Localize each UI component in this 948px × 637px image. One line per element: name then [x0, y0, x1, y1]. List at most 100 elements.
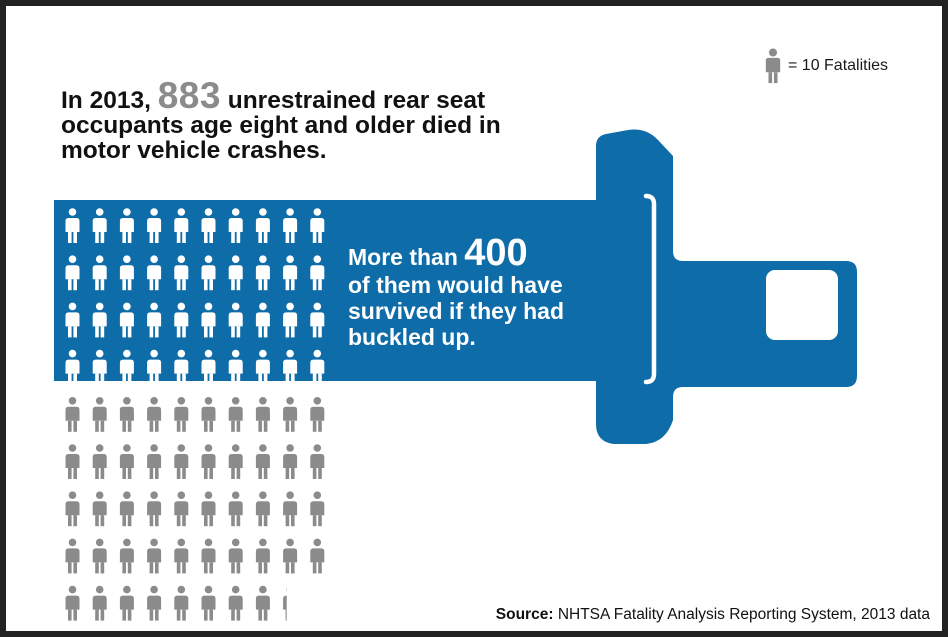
- person-icon-fatality: [174, 444, 189, 479]
- person-icon-fatality: [201, 397, 216, 432]
- seatbelt-graphic: [54, 129, 857, 444]
- legend: = 10 Fatalities: [764, 46, 888, 86]
- person-icon-survivable: [92, 302, 107, 338]
- person-icon-survivable: [310, 302, 325, 338]
- person-icon-survivable: [283, 302, 298, 338]
- headline: In 2013, 883 unrestrained rear seat occu…: [61, 77, 561, 164]
- person-icon-survivable: [65, 302, 80, 338]
- person-icon-fatality: [255, 585, 270, 621]
- person-icon-fatality: [65, 491, 80, 527]
- person-icon-survivable: [147, 302, 162, 338]
- person-icon-survivable: [92, 349, 107, 385]
- source-note: Source: NHTSA Fatality Analysis Reportin…: [496, 606, 930, 624]
- belt-buckle-tongue: [596, 129, 857, 444]
- person-icon-fatality: [119, 397, 134, 432]
- buckle-slot: [766, 270, 838, 340]
- person-icon-survivable: [119, 208, 134, 243]
- person-icon-fatality: [310, 491, 325, 527]
- person-icon-survivable: [283, 255, 298, 291]
- headline-suffix: unrestrained rear seat occupants age eig…: [61, 87, 501, 164]
- person-icon-fatality: [283, 397, 298, 432]
- person-icon-fatality: [310, 538, 325, 574]
- person-icon-fatality: [147, 538, 162, 574]
- headline-number: 883: [157, 75, 221, 116]
- person-icon-survivable: [65, 208, 80, 243]
- person-icon-survivable: [92, 208, 107, 243]
- person-icon-fatality: [201, 444, 216, 479]
- person-icon-fatality: [65, 444, 80, 479]
- person-icon-survivable: [147, 208, 162, 243]
- person-icon-survivable: [283, 349, 298, 385]
- person-icon-fatality: [283, 491, 298, 527]
- person-icon-survivable: [65, 255, 80, 291]
- person-icon-survivable: [119, 349, 134, 385]
- person-icon-survivable: [310, 349, 325, 385]
- person-icon-fatality: [119, 444, 134, 479]
- person-icon-survivable: [201, 255, 216, 291]
- person-icon-fatality: [119, 585, 134, 621]
- person-icon-fatality: [228, 538, 243, 574]
- person-icon-survivable: [119, 255, 134, 291]
- person-icon-survivable: [228, 302, 243, 338]
- callout-text: More than 400 of them would have survive…: [348, 234, 638, 350]
- person-icon-fatality: [201, 538, 216, 574]
- person-icon-survivable: [310, 208, 325, 243]
- person-icon-fatality: [65, 538, 80, 574]
- headline-prefix: In 2013,: [61, 87, 151, 114]
- person-icon-survivable: [228, 255, 243, 291]
- person-icon-fatality: [283, 538, 298, 574]
- person-icon-fatality: [92, 397, 107, 432]
- person-icon-fatality: [201, 585, 216, 621]
- fatality-pictogram: [65, 208, 325, 621]
- person-icon-partial: [283, 587, 287, 621]
- person-icon-fatality: [174, 538, 189, 574]
- person-icon-survivable: [201, 208, 216, 243]
- person-icon-survivable: [283, 208, 298, 243]
- person-icon-fatality: [119, 538, 134, 574]
- person-icon-survivable: [147, 255, 162, 291]
- person-icon-fatality: [201, 491, 216, 527]
- buckle-seam: [643, 193, 657, 385]
- infographic-panel: = 10 Fatalities In 2013, 883 unrestraine…: [6, 6, 942, 631]
- person-icon-survivable: [147, 349, 162, 385]
- person-icon-fatality: [147, 397, 162, 432]
- person-icon-fatality: [92, 585, 107, 621]
- person-icon-fatality: [174, 491, 189, 527]
- person-icon-survivable: [201, 302, 216, 338]
- person-icon-fatality: [255, 491, 270, 527]
- person-icon-fatality: [119, 491, 134, 527]
- person-icon-survivable: [310, 255, 325, 291]
- person-icon-fatality: [147, 444, 162, 479]
- source-text: NHTSA Fatality Analysis Reporting System…: [557, 606, 930, 623]
- person-icon-fatality: [174, 585, 189, 621]
- legend-text: = 10 Fatalities: [788, 57, 889, 74]
- person-icon-fatality: [228, 444, 243, 479]
- person-icon-fatality: [92, 491, 107, 527]
- person-icon-survivable: [92, 255, 107, 291]
- person-icon-survivable: [228, 208, 243, 243]
- person-icon-survivable: [119, 302, 134, 338]
- person-icon: [765, 48, 781, 84]
- person-icon-fatality: [228, 397, 243, 432]
- person-icon-survivable: [174, 255, 189, 291]
- person-icon-survivable: [174, 302, 189, 338]
- person-icon-survivable: [255, 349, 270, 385]
- person-icon-fatality: [310, 397, 325, 432]
- source-label: Source:: [495, 606, 554, 623]
- person-icon-survivable: [201, 349, 216, 385]
- person-icon-fatality: [255, 538, 270, 574]
- person-icon-fatality: [174, 397, 189, 432]
- callout-number: 400: [464, 232, 528, 274]
- callout-rest: of them would have survived if they had …: [348, 272, 565, 350]
- person-icon-survivable: [255, 208, 270, 243]
- person-icon-fatality: [92, 444, 107, 479]
- callout-prefix: More than: [348, 244, 458, 270]
- person-icon-fatality: [228, 491, 243, 527]
- person-icon-survivable: [255, 302, 270, 338]
- person-icon-fatality: [283, 444, 298, 479]
- person-icon-fatality: [147, 491, 162, 527]
- person-icon-survivable: [174, 349, 189, 385]
- person-icon-fatality: [255, 444, 270, 479]
- person-icon-fatality: [310, 444, 325, 479]
